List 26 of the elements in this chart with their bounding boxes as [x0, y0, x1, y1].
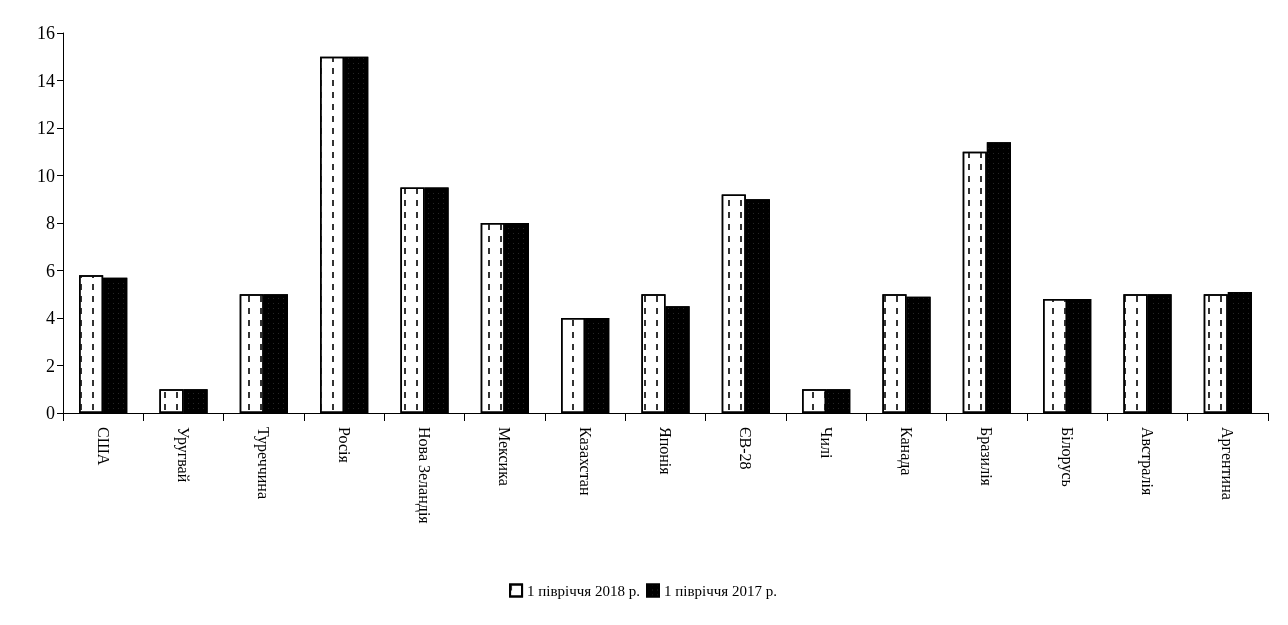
y-tick-label: 10	[37, 165, 55, 186]
y-tick-label: 2	[46, 355, 55, 376]
x-tick-label: Японія	[657, 427, 674, 476]
x-tick-label: Канада	[897, 427, 915, 476]
legend-label: 1 півріччя 2018 р.	[527, 582, 641, 599]
x-tick-label: Чилі	[817, 427, 835, 459]
x-tick-label: Бразилія	[977, 427, 996, 487]
x-tick-label: Туреччина	[254, 427, 273, 499]
y-tick-label: 8	[46, 213, 55, 233]
x-tick-label: Австралія	[1138, 427, 1156, 496]
y-tick-label: 16	[37, 23, 55, 43]
x-tick-label: США	[94, 427, 112, 466]
x-tick-label: ЄВ-28	[737, 427, 755, 470]
x-tick-label: Казахстан	[576, 427, 594, 496]
x-tick-label: Росія	[335, 427, 353, 464]
x-tick-label: Аргентина	[1218, 427, 1237, 500]
legend-label: 1 півріччя 2017 р.	[664, 582, 777, 599]
y-tick-label: 4	[46, 308, 55, 328]
y-tick-label: 6	[46, 260, 55, 281]
y-tick-label: 0	[46, 403, 55, 423]
y-tick-label: 12	[37, 118, 55, 138]
x-tick-label: Уругвай	[174, 427, 192, 483]
y-tick-label: 14	[37, 70, 55, 91]
x-tick-label: Мексика	[496, 427, 514, 486]
x-tick-label: Нова Зеландія	[415, 427, 433, 525]
x-tick-label: Білорусь	[1057, 427, 1076, 487]
